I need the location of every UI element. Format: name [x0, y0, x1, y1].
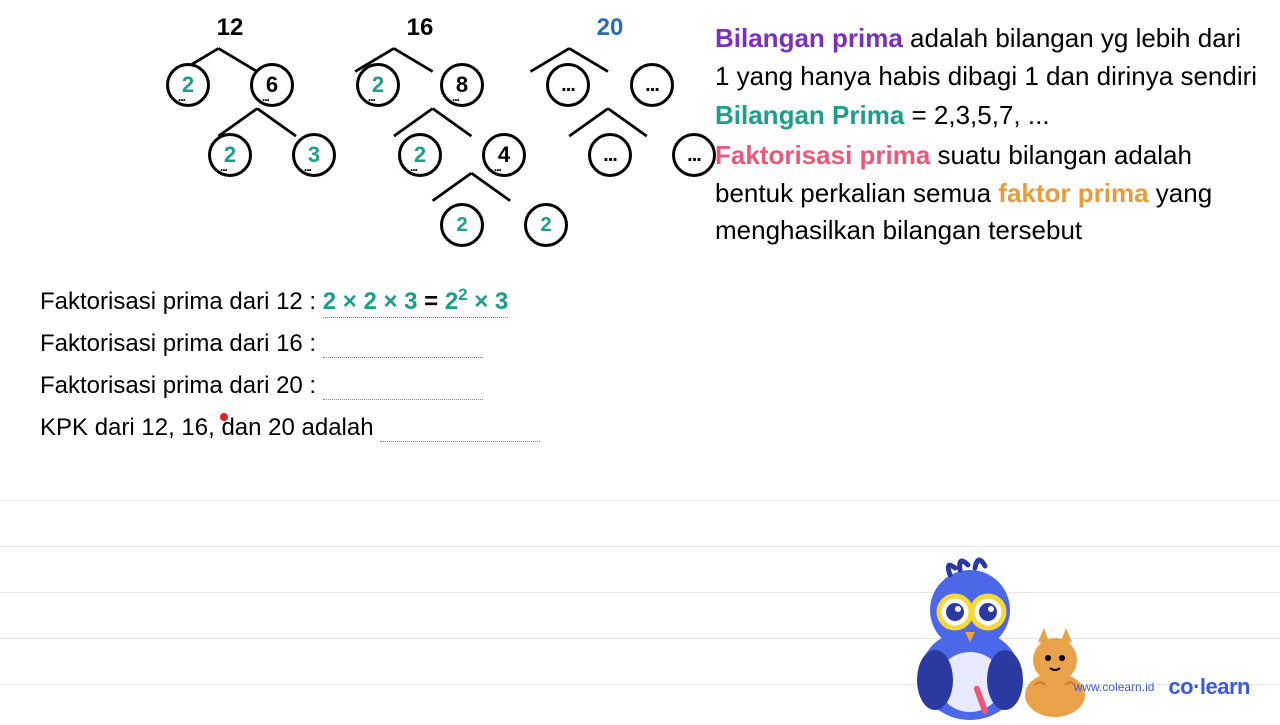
example-primes: Bilangan Prima = 2,3,5,7, ...	[715, 97, 1260, 135]
brand-url: www.colearn.id	[1074, 680, 1155, 694]
worksheet-label: Faktorisasi prima dari 12 :	[40, 288, 323, 315]
factor-node: 2...	[398, 133, 442, 177]
worksheet-label: KPK dari 12, 16, dan 20 adalah	[40, 414, 380, 441]
worksheet-blank	[323, 380, 483, 400]
factor-node: 8...	[440, 63, 484, 107]
cat-icon	[1025, 628, 1085, 717]
brand-footer: www.colearn.id co·learn	[1074, 674, 1250, 700]
worksheet-blank	[380, 422, 540, 442]
worksheet-blank	[323, 338, 483, 358]
factor-node: 2...	[356, 63, 400, 107]
highlight-bilangan-prima: Bilangan prima	[715, 23, 903, 53]
factor-node: 4...	[482, 133, 526, 177]
factor-node: ...	[630, 63, 674, 107]
factor-node: 2	[524, 203, 568, 247]
explanation-panel: Bilangan prima adalah bilangan yg lebih …	[715, 20, 1260, 252]
worksheet-line: Faktorisasi prima dari 16 :	[40, 330, 680, 358]
factor-node: 2...	[166, 63, 210, 107]
worksheet-line: Faktorisasi prima dari 12 : 2 × 2 × 3 = …	[40, 285, 680, 316]
factor-node: ...	[588, 133, 632, 177]
tree-root-12: 12	[217, 14, 244, 42]
mascot-illustration	[880, 520, 1100, 720]
highlight-bilangan-prima-2: Bilangan Prima	[715, 100, 904, 130]
worksheet-line: KPK dari 12, 16, dan 20 adalah	[40, 414, 680, 442]
definition-faktorisasi: Faktorisasi prima suatu bilangan adalah …	[715, 137, 1260, 250]
factor-node: ...	[672, 133, 716, 177]
highlight-faktor-prima: faktor prima	[998, 178, 1148, 208]
highlight-faktorisasi-prima: Faktorisasi prima	[715, 140, 930, 170]
factor-node: ...	[546, 63, 590, 107]
factor-node: 2...	[208, 133, 252, 177]
bird-icon	[917, 560, 1023, 720]
factor-node: 2	[440, 203, 484, 247]
math-worksheet-area: Faktorisasi prima dari 12 : 2 × 2 × 3 = …	[40, 285, 680, 456]
tree-root-16: 16	[407, 14, 434, 42]
definition-prime: Bilangan prima adalah bilangan yg lebih …	[715, 20, 1260, 95]
tree-root-20: 20	[597, 14, 624, 42]
worksheet-answer: 2 × 2 × 3 = 22 × 3	[323, 288, 509, 318]
factor-tree-area: 122...6...2...3...162...8...2...4...2220…	[80, 10, 680, 290]
worksheet-label: Faktorisasi prima dari 16 :	[40, 330, 323, 357]
pointer-dot	[220, 413, 228, 421]
factor-node: 3...	[292, 133, 336, 177]
factor-node: 6...	[250, 63, 294, 107]
brand-logo: co·learn	[1168, 674, 1250, 700]
worksheet-line: Faktorisasi prima dari 20 :	[40, 372, 680, 400]
worksheet-label: Faktorisasi prima dari 20 :	[40, 372, 323, 399]
